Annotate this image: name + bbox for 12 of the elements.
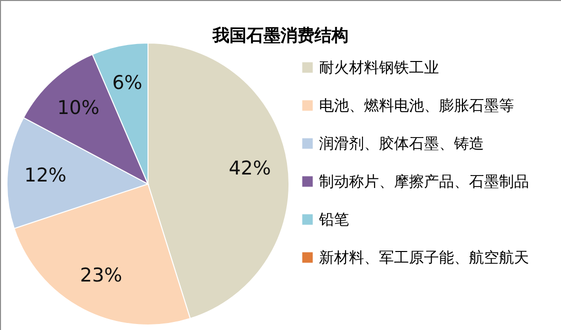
data-label: 23% <box>80 264 122 287</box>
legend-label: 制动称片、摩擦产品、石墨制品 <box>319 172 529 190</box>
data-label: 6% <box>112 72 142 94</box>
data-label: 12% <box>24 164 66 186</box>
legend-label: 电池、燃料电池、膨胀石墨等 <box>319 96 514 114</box>
data-label: 10% <box>57 97 100 120</box>
chart-title: 我国石墨消费结构 <box>212 26 348 46</box>
data-label: 42% <box>228 157 271 180</box>
legend-label: 新材料、军工原子能、航空航天 <box>319 248 529 266</box>
legend-label: 耐火材料钢铁工业 <box>319 58 439 76</box>
legend-label: 润滑剂、胶体石墨、铸造 <box>319 134 484 152</box>
legend-label: 铅笔 <box>318 210 349 228</box>
